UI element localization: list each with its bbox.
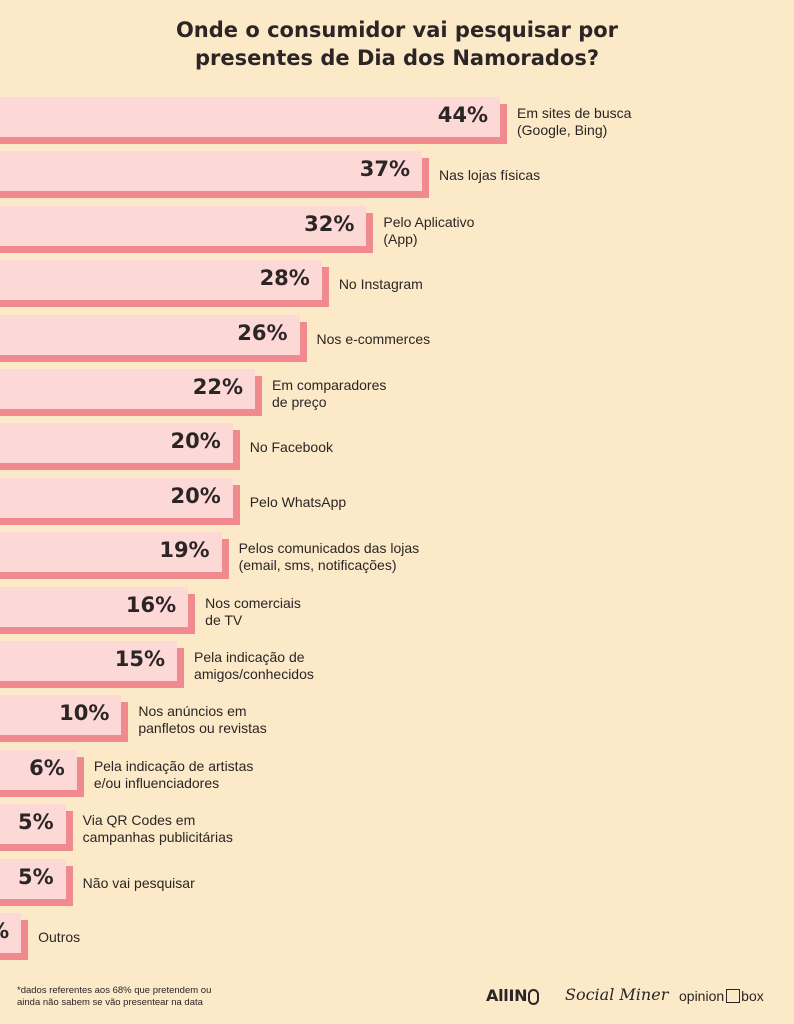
- bar-category-label-line: campanhas publicitárias: [82, 829, 233, 846]
- bar-value-label: 5%: [18, 864, 54, 889]
- opinionbox-logo: opinion box: [679, 988, 764, 1004]
- bar-category-label-line: (App): [383, 230, 418, 247]
- socialminer-logo: Social Miner: [565, 985, 669, 1004]
- bar-category-label-line: Nos comerciais: [205, 594, 301, 611]
- bar-value-label: 10%: [59, 701, 110, 726]
- bar: [0, 260, 322, 301]
- bar-value-label: 32%: [304, 211, 355, 236]
- bar-category-label: Pela indicação de artistas e/ou influenci…: [94, 758, 254, 792]
- allin-logo-text: AllIN: [486, 986, 528, 1005]
- bar-category-label: Não vai pesquisar: [83, 875, 195, 892]
- chart-title-line-1: Onde o consumidor vai pesquisar por: [175, 18, 619, 42]
- bar-value-label: 37%: [359, 157, 411, 182]
- bar-value-label: 16%: [125, 592, 177, 617]
- footnote-line-2: ainda não sabem se vão presentear na dat…: [17, 997, 203, 1008]
- bar-value-label: 22%: [192, 375, 243, 399]
- bar-category-label-line: Pela indicação de: [194, 649, 305, 665]
- bar-category-label: No Facebook: [250, 439, 333, 456]
- bar-category-label-line: (email, sms, notificações): [238, 557, 397, 574]
- bar: [0, 586, 189, 627]
- bar-category-label-line: Pela indicação de artistas: [93, 757, 254, 774]
- bar-category-label: Outros: [38, 929, 80, 946]
- bar: [0, 804, 66, 845]
- opinionbox-logo-right: box: [741, 988, 764, 1004]
- allin-logo: AllIN: [486, 986, 540, 1005]
- bar-category-label-line: Via QR Codes em: [82, 812, 196, 829]
- bar: [0, 369, 255, 409]
- bar: [0, 477, 233, 518]
- bar-category-label-line: Em comparadores: [272, 377, 387, 393]
- chart-title: Onde o consumidor vai pesquisar por pres…: [0, 16, 794, 72]
- bar-value-label: 20%: [170, 483, 221, 508]
- bar-category-label: No Instagram: [339, 276, 423, 293]
- bar-category-label-line: Pelos comunicados das lojas: [238, 540, 420, 557]
- footnote: *dados referentes aos 68% que pretendem …: [17, 985, 211, 1009]
- footnote-line-1: *dados referentes aos 68% que pretendem …: [17, 985, 212, 996]
- bar-category-label: Em sites de busca (Google, Bing): [517, 105, 631, 139]
- bar-category-label-line: panfletos ou revistas: [138, 720, 267, 737]
- bar-category-label-line: amigos/conhecidos: [194, 666, 314, 682]
- bar-category-label-line: Não vai pesquisar: [82, 874, 195, 891]
- bar-category-label: Nos e-commerces: [317, 331, 431, 348]
- bar-category-label-line: de preço: [272, 394, 327, 410]
- bar-value-label: 15%: [114, 647, 166, 671]
- bar-category-label: Nas lojas físicas: [439, 167, 540, 184]
- bar-category-label: Nos anúncios em panfletos ou revistas: [138, 703, 266, 737]
- bar-category-label-line: (Google, Bing): [517, 122, 608, 138]
- bar: [0, 314, 300, 355]
- bar-category-label-line: e/ou influenciadores: [93, 774, 220, 791]
- bar-category-label: Em comparadores de preço: [272, 377, 386, 411]
- bar-category-label-line: Nas lojas físicas: [439, 167, 541, 184]
- bar-category-label: Pelo WhatsApp: [250, 494, 347, 511]
- chart-title-line-2: presentes de Dia dos Namorados?: [194, 46, 600, 70]
- bar-category-label-line: de TV: [205, 611, 243, 628]
- bar: [0, 695, 122, 736]
- bar-value-label: 1%: [0, 918, 9, 944]
- bar-category-label: Pela indicação de amigos/conhecidos: [194, 649, 314, 683]
- bar: [0, 205, 367, 246]
- bar-value-label: 26%: [237, 320, 288, 345]
- allin-logo-ring-icon: [528, 989, 540, 1005]
- bar: [0, 423, 233, 464]
- bar-category-label-line: Outros: [38, 929, 81, 945]
- bar-category-label-line: No Facebook: [249, 439, 333, 456]
- bar-value-label: 5%: [18, 810, 54, 835]
- bar-category-label-line: Nos anúncios em: [138, 703, 247, 720]
- bar-category-label-line: Nos e-commerces: [316, 330, 431, 347]
- bar-category-label-line: Pelo WhatsApp: [249, 493, 347, 510]
- bar-value-label: 19%: [159, 538, 210, 563]
- bar: [0, 97, 500, 137]
- bar-value-label: 28%: [259, 266, 310, 291]
- bar-category-label: Pelos comunicados das lojas (email, sms, …: [239, 540, 420, 574]
- bar-category-label-line: Em sites de busca: [517, 105, 632, 121]
- opinionbox-logo-left: opinion: [679, 988, 725, 1004]
- opinionbox-square-icon: [726, 989, 741, 1003]
- bar-category-label-line: Pelo Aplicativo: [383, 213, 475, 230]
- bar: [0, 749, 77, 790]
- bar-value-label: 44%: [437, 103, 488, 127]
- bar-category-label-line: No Instagram: [338, 276, 423, 293]
- bar-value-label: 6%: [29, 755, 65, 780]
- bar-category-label: Via QR Codes em campanhas publicitárias: [83, 812, 233, 846]
- bar-value-label: 20%: [170, 429, 221, 454]
- bar: [0, 532, 222, 573]
- bar: [0, 151, 423, 192]
- bar: [0, 913, 22, 953]
- bar: [0, 641, 178, 681]
- bar-category-label: Nos comerciais de TV: [205, 595, 301, 629]
- bar: [0, 858, 66, 899]
- bar-category-label: Pelo Aplicativo (App): [383, 214, 474, 248]
